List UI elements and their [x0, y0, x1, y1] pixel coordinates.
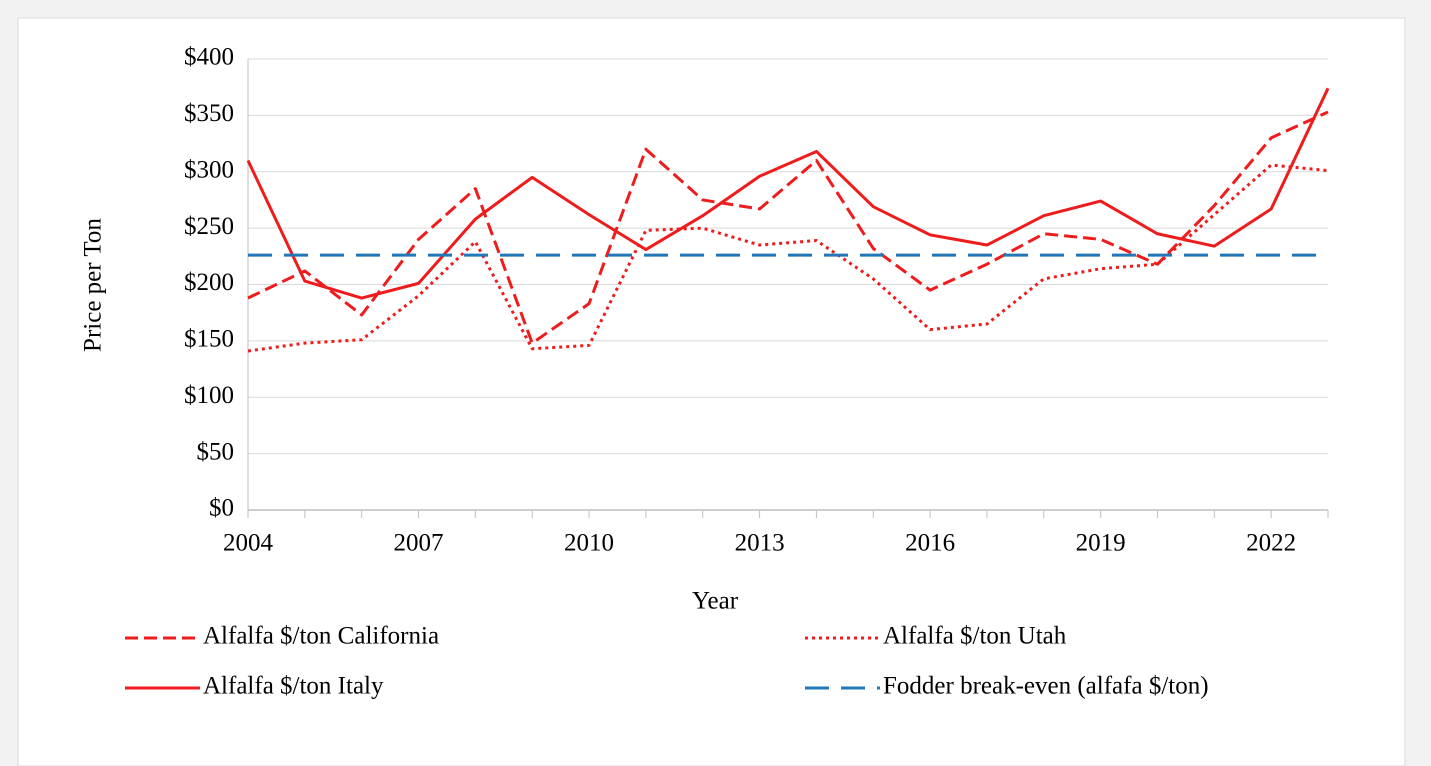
x-tick-label: 2016	[905, 530, 955, 557]
line-series	[246, 87, 1330, 300]
y-tick-label: $0	[209, 495, 234, 522]
y-tick-label: $300	[184, 156, 234, 183]
x-tick-label: 2022	[1246, 530, 1296, 557]
legend-label: Fodder break-even (alfafa $/ton)	[883, 673, 1209, 700]
line-series	[247, 163, 1329, 353]
x-tick-label: 2007	[394, 530, 444, 557]
y-tick-label: $250	[184, 213, 234, 240]
y-tick-label: $100	[184, 382, 234, 409]
x-axis-title: Year	[692, 588, 739, 615]
line-series	[247, 110, 1329, 345]
x-tick-label: 2010	[564, 530, 614, 557]
y-tick-label: $350	[184, 100, 234, 127]
y-tick-label: $400	[184, 44, 234, 71]
x-tick-label: 2013	[735, 530, 785, 557]
x-tick-label: 2019	[1076, 530, 1126, 557]
y-tick-label: $200	[184, 269, 234, 296]
legend-label: Alfalfa $/ton California	[203, 623, 439, 650]
y-axis-title: Price per Ton	[80, 218, 107, 352]
y-tick-label: $150	[184, 326, 234, 353]
x-tick-label: 2004	[223, 530, 274, 557]
legend-label: Alfalfa $/ton Italy	[203, 673, 384, 700]
legend-label: Alfalfa $/ton Utah	[883, 623, 1067, 650]
y-tick-label: $50	[197, 438, 235, 465]
chart-background	[17, 17, 1406, 766]
